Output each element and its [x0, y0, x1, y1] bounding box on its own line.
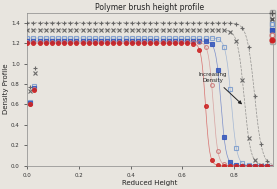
Title: Polymer brush height profile: Polymer brush height profile	[95, 3, 204, 12]
Legend: , , , , , : , , , , ,	[270, 10, 275, 44]
Y-axis label: Density Profile: Density Profile	[3, 64, 9, 114]
Text: Increasing
Density: Increasing Density	[199, 72, 241, 104]
X-axis label: Reduced Height: Reduced Height	[122, 180, 178, 186]
